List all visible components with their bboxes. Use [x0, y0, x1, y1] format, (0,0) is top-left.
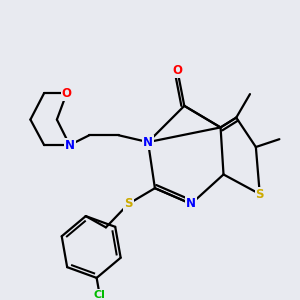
Text: O: O [62, 87, 72, 100]
Text: Cl: Cl [94, 290, 106, 300]
Text: N: N [186, 197, 196, 210]
Text: N: N [64, 139, 75, 152]
Text: S: S [256, 188, 264, 201]
Text: N: N [143, 136, 153, 148]
Text: S: S [124, 197, 133, 210]
Text: O: O [172, 64, 182, 77]
